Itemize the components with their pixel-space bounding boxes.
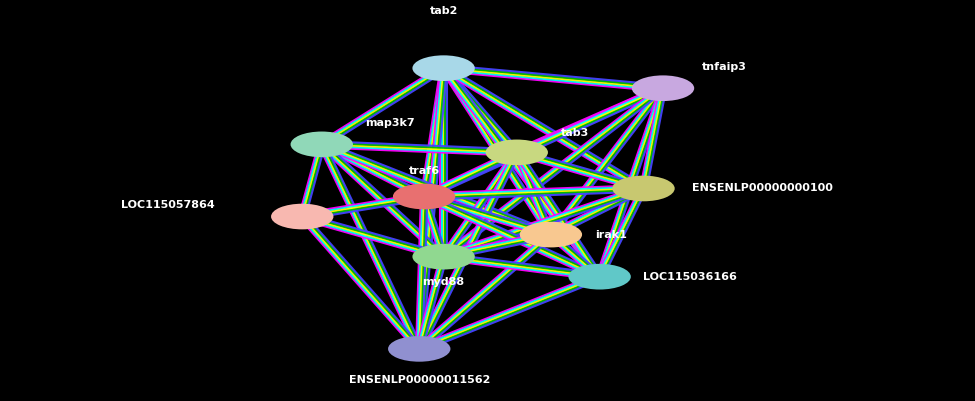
Text: myd88: myd88 [422,277,465,287]
Text: LOC115036166: LOC115036166 [644,272,737,282]
Circle shape [520,222,582,247]
Text: tnfaip3: tnfaip3 [702,62,747,72]
Circle shape [393,184,455,209]
Text: tab3: tab3 [561,128,589,138]
Text: traf6: traf6 [409,166,440,176]
Circle shape [568,264,631,290]
Circle shape [271,204,333,229]
Circle shape [486,140,548,165]
Circle shape [412,55,475,81]
Text: ENSENLP00000011562: ENSENLP00000011562 [349,375,489,385]
Circle shape [632,75,694,101]
Text: irak1: irak1 [595,230,627,239]
Circle shape [412,244,475,269]
Circle shape [612,176,675,201]
Text: LOC115057864: LOC115057864 [121,200,214,209]
Circle shape [291,132,353,157]
Text: tab2: tab2 [429,6,458,16]
Circle shape [388,336,450,362]
Text: map3k7: map3k7 [366,118,415,128]
Text: ENSENLP00000000100: ENSENLP00000000100 [692,184,833,193]
